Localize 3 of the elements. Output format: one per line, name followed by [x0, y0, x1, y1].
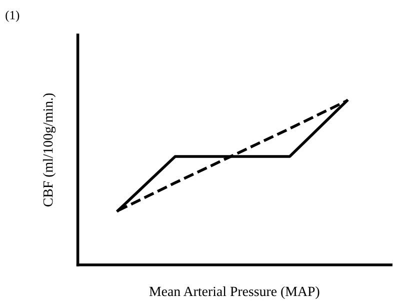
chart-title: (1) [6, 10, 20, 22]
y-axis-title: CBF (ml/100g/min.) [42, 93, 56, 206]
x-axis-title: Mean Arterial Pressure (MAP) [149, 286, 320, 299]
